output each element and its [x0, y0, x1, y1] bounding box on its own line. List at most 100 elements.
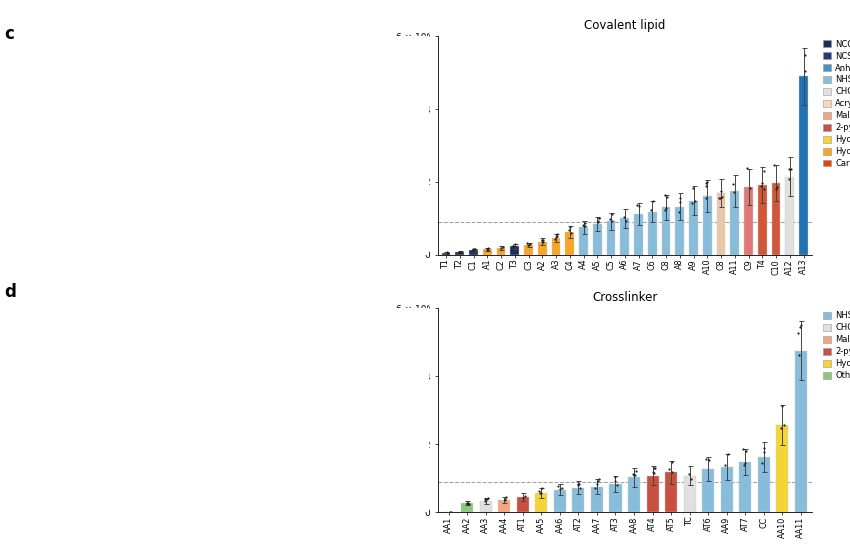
- Bar: [785, 176, 794, 255]
- Point: [551, 230, 564, 239]
- Legend: NHS, CHO, Maleimide, 2-pyridyldithio, Hydrazide, Other: NHS, CHO, Maleimide, 2-pyridyldithio, Hy…: [819, 308, 850, 383]
- Point: [454, 248, 468, 256]
- Bar: [702, 469, 714, 512]
- Point: [573, 483, 586, 492]
- Point: [757, 444, 771, 452]
- Point: [714, 186, 728, 195]
- Point: [618, 213, 632, 222]
- Point: [578, 219, 592, 228]
- Point: [592, 213, 605, 222]
- Point: [563, 223, 576, 232]
- Point: [507, 241, 520, 250]
- Point: [647, 468, 660, 477]
- Point: [722, 450, 735, 459]
- Point: [517, 494, 530, 503]
- Point: [548, 235, 562, 244]
- Point: [592, 217, 605, 226]
- Point: [555, 483, 569, 492]
- Point: [592, 475, 605, 484]
- Bar: [620, 218, 629, 255]
- Bar: [552, 239, 560, 255]
- Point: [523, 240, 536, 249]
- Point: [481, 494, 495, 503]
- Point: [737, 460, 751, 469]
- Point: [774, 423, 787, 432]
- Point: [536, 237, 550, 246]
- Point: [648, 464, 661, 473]
- Point: [603, 214, 616, 223]
- Point: [700, 178, 714, 186]
- Bar: [683, 475, 695, 512]
- Bar: [592, 224, 602, 255]
- Point: [591, 217, 604, 226]
- Point: [688, 197, 702, 206]
- Bar: [730, 191, 740, 255]
- Point: [536, 236, 549, 245]
- Point: [756, 448, 770, 457]
- Point: [468, 244, 482, 253]
- Bar: [647, 475, 659, 512]
- Point: [768, 185, 782, 194]
- Point: [630, 200, 643, 209]
- Point: [629, 467, 643, 476]
- Bar: [441, 253, 451, 255]
- Point: [627, 471, 641, 480]
- Point: [792, 351, 806, 360]
- Bar: [717, 193, 725, 255]
- Point: [564, 229, 577, 238]
- Point: [533, 487, 547, 496]
- Point: [460, 498, 473, 507]
- Bar: [609, 484, 621, 512]
- Point: [756, 458, 769, 467]
- Bar: [665, 472, 677, 512]
- Point: [452, 247, 466, 256]
- Point: [782, 175, 796, 184]
- Bar: [740, 462, 751, 512]
- Point: [499, 493, 513, 502]
- Point: [521, 240, 535, 249]
- Point: [518, 492, 532, 501]
- Point: [496, 242, 509, 251]
- Bar: [554, 489, 566, 512]
- Y-axis label: Radiance (photons s⁻¹ cm⁻² sr⁻¹): Radiance (photons s⁻¹ cm⁻² sr⁻¹): [382, 341, 392, 479]
- Bar: [607, 221, 615, 255]
- Point: [605, 209, 619, 218]
- Bar: [496, 248, 506, 255]
- Point: [728, 188, 741, 197]
- Bar: [524, 245, 533, 255]
- Bar: [799, 76, 808, 255]
- Point: [577, 222, 591, 231]
- Point: [619, 217, 632, 226]
- Point: [770, 182, 784, 191]
- Point: [508, 239, 522, 248]
- Bar: [776, 425, 788, 512]
- Point: [591, 479, 604, 488]
- Point: [443, 507, 456, 516]
- Bar: [579, 227, 588, 255]
- Point: [562, 226, 575, 235]
- Point: [739, 458, 752, 467]
- Point: [784, 165, 797, 174]
- Point: [755, 178, 768, 187]
- Point: [718, 460, 732, 469]
- Point: [466, 245, 479, 254]
- Point: [535, 483, 548, 492]
- Point: [699, 454, 712, 463]
- Point: [495, 244, 508, 253]
- Point: [507, 242, 521, 251]
- Bar: [628, 477, 640, 512]
- Point: [700, 178, 713, 187]
- Point: [452, 248, 466, 257]
- Point: [775, 402, 789, 411]
- Point: [644, 206, 658, 214]
- Point: [683, 470, 696, 479]
- Point: [737, 444, 751, 453]
- Point: [794, 320, 808, 329]
- Point: [550, 231, 564, 240]
- Bar: [757, 457, 769, 512]
- Bar: [634, 214, 643, 255]
- Point: [592, 214, 605, 223]
- Bar: [462, 503, 473, 512]
- Point: [686, 199, 700, 208]
- Point: [700, 194, 713, 203]
